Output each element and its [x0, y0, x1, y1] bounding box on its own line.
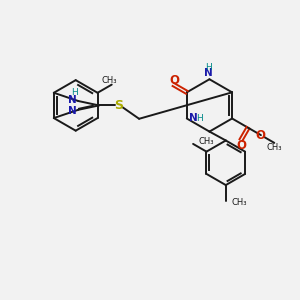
- Text: CH₃: CH₃: [102, 76, 117, 85]
- Text: N: N: [189, 113, 198, 124]
- Text: N: N: [204, 68, 213, 78]
- Text: O: O: [236, 139, 246, 152]
- Text: H: H: [71, 88, 78, 97]
- Text: CH₃: CH₃: [267, 143, 282, 152]
- Text: H: H: [205, 63, 211, 72]
- Text: S: S: [114, 99, 123, 112]
- Text: N: N: [68, 106, 77, 116]
- Text: N: N: [68, 94, 77, 104]
- Text: CH₃: CH₃: [231, 197, 247, 206]
- Text: CH₃: CH₃: [199, 137, 214, 146]
- Text: O: O: [169, 74, 180, 87]
- Text: O: O: [255, 129, 265, 142]
- Text: H: H: [196, 114, 203, 123]
